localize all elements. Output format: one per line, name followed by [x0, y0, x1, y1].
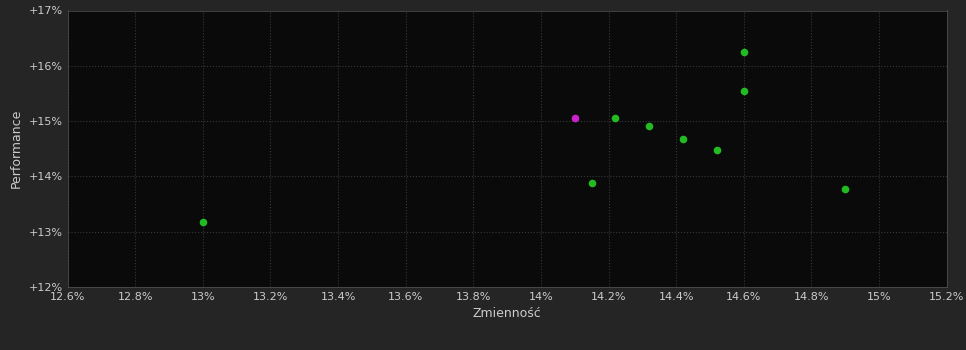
Point — [838, 186, 853, 191]
Point — [583, 180, 599, 186]
Point — [608, 116, 623, 121]
Point — [736, 88, 752, 93]
Point — [709, 147, 724, 153]
Point — [195, 219, 211, 225]
Y-axis label: Performance: Performance — [10, 109, 23, 188]
X-axis label: Zmienność: Zmienność — [472, 307, 542, 320]
Point — [675, 136, 691, 142]
Point — [567, 116, 582, 121]
Point — [641, 123, 657, 128]
Point — [736, 49, 752, 55]
